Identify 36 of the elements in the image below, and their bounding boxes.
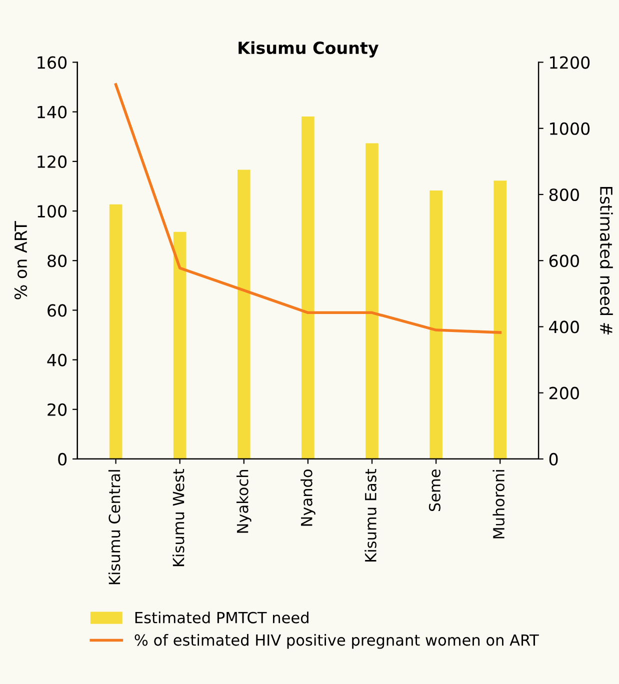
y2-tick-label: 1000 [550, 122, 590, 135]
bar [430, 190, 442, 459]
x-tick-label: Kisumu East [364, 469, 376, 562]
y2-tick-label: 800 [549, 188, 579, 202]
bar [366, 143, 378, 459]
y2-axis-title: Estimated need # [600, 187, 613, 335]
y-tick-label: 20 [48, 403, 67, 416]
y2-tick-label: 1200 [550, 56, 590, 69]
x-tick-label: Muhoroni [492, 470, 505, 538]
chart-title: Kisumu County [238, 41, 378, 58]
y2-tick-label: 400 [549, 320, 579, 334]
y-axis-title: % on ART [14, 220, 28, 300]
y2-tick-label: 0 [549, 452, 558, 466]
bar [173, 232, 186, 459]
bar [494, 180, 507, 459]
y-tick-label: 100 [38, 204, 67, 218]
y-tick-label: 140 [38, 106, 67, 118]
x-tick-label: Seme [428, 470, 440, 512]
y-tick-label: 120 [38, 155, 67, 168]
y2-tick-label: 600 [549, 254, 579, 268]
line-series [114, 83, 502, 334]
y-tick-label: 40 [47, 354, 67, 366]
legend-label: Estimated PMTCT need [135, 612, 308, 624]
y2-tick-label: 200 [549, 386, 579, 400]
bar [109, 204, 122, 459]
bar [238, 170, 250, 459]
bar [302, 116, 314, 459]
y-tick-label: 60 [48, 304, 67, 317]
x-tick-label: Kisumu Central [108, 470, 120, 584]
x-tick-label: Nyakoch [236, 470, 252, 533]
x-tick-label: Nyando [300, 470, 316, 526]
x-tick-label: Kisumu West [172, 469, 184, 566]
y-tick-label: 160 [38, 56, 67, 69]
y-tick-label: 80 [48, 254, 67, 268]
legend-label: % of estimated HIV positive pregnant women on ART [134, 634, 539, 649]
y-tick-label: 0 [58, 452, 67, 466]
